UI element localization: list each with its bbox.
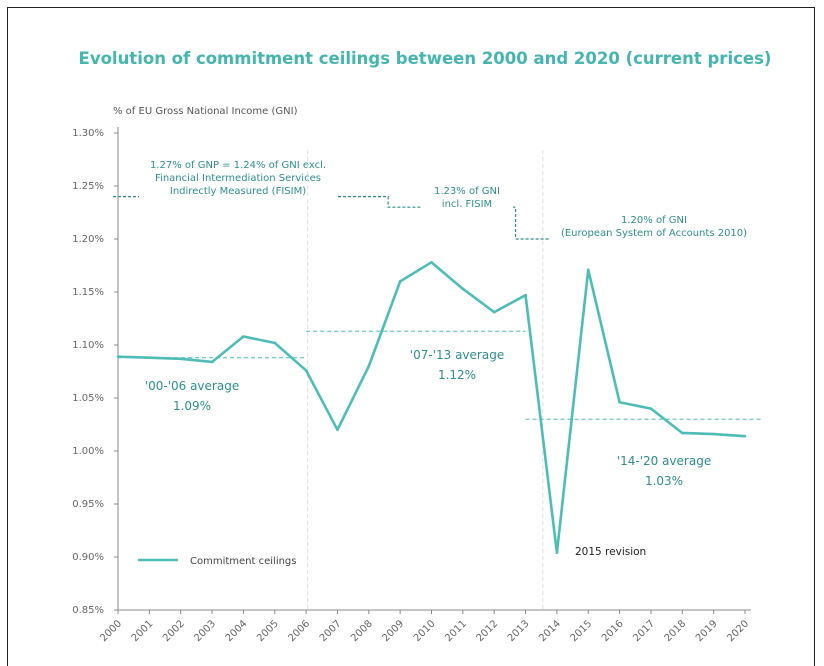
data-point-2020 [743, 434, 747, 438]
x-tick-label: 2004 [224, 618, 250, 644]
period-dividers [307, 150, 544, 610]
data-point-2008 [367, 364, 371, 368]
average-value: 1.12% [438, 368, 476, 382]
x-tick-label: 2005 [255, 618, 281, 644]
x-tick-label: 2017 [631, 618, 657, 644]
y-tick-label: 1.15% [72, 287, 104, 298]
annotation-layer: 2015 revision [575, 546, 646, 558]
average-label: '00-'06 average [145, 379, 239, 393]
data-point-2015 [586, 268, 590, 272]
ceiling-label: 1.23% of GNI [434, 186, 500, 197]
average-label: '07-'13 average [410, 348, 504, 362]
data-point-2003 [210, 360, 214, 364]
x-tick-label: 2013 [506, 618, 532, 644]
legend: Commitment ceilings [138, 556, 297, 567]
data-point-2005 [273, 341, 277, 345]
y-tick-label: 1.30% [72, 128, 104, 139]
x-tick-label: 2008 [349, 618, 375, 644]
data-point-2010 [430, 261, 433, 264]
data-point-2000 [116, 355, 120, 358]
legend-label: Commitment ceilings [190, 556, 297, 567]
x-tick-label: 2010 [412, 618, 438, 644]
data-point-2014 [555, 551, 559, 555]
data-point-2018 [681, 431, 684, 435]
y-tick-label: 1.00% [72, 446, 104, 457]
x-tick-label: 2007 [318, 618, 344, 644]
ceiling-label: (European System of Accounts 2010) [561, 228, 747, 239]
average-layer: '00-'06 average 1.09% '07-'13 average 1.12%… [118, 330, 762, 488]
ceiling-label-background [139, 157, 337, 202]
ceiling-label: 1.20% of GNI [621, 215, 687, 226]
x-tick-label: 2019 [694, 618, 720, 644]
data-point-2001 [148, 356, 151, 360]
y-tick-label: 1.25% [72, 181, 104, 192]
x-tick-label: 2009 [380, 618, 406, 644]
chart-title: Evolution of commitment ceilings between… [79, 49, 772, 68]
data-point-2012 [492, 310, 496, 314]
x-tick-label: 2015 [569, 618, 595, 644]
x-tick-label: 2020 [725, 618, 751, 644]
x-tick-label: 2014 [537, 618, 563, 644]
x-tick-label: 2002 [161, 618, 187, 644]
y-tick-label: 1.10% [72, 340, 104, 351]
series-layer [116, 261, 747, 555]
x-tick-label: 2018 [663, 618, 689, 644]
data-point-2006 [304, 369, 308, 372]
data-point-2017 [649, 407, 653, 410]
y-axis-label: % of EU Gross National Income (GNI) [113, 106, 298, 117]
ceiling-label: Indirectly Measured (FISIM) [170, 186, 306, 197]
data-point-2009 [398, 280, 402, 283]
data-point-2019 [712, 432, 715, 436]
data-point-2013 [524, 293, 527, 297]
y-tick-label: 0.90% [72, 552, 104, 563]
data-point-2002 [179, 357, 182, 361]
ceiling-label: incl. FISIM [442, 199, 492, 210]
revision-label: 2015 revision [575, 546, 646, 558]
x-tick-label: 2016 [600, 618, 626, 644]
data-point-2007 [336, 428, 339, 432]
data-point-2016 [618, 400, 621, 404]
ceiling-layer: 1.27% of GNP = 1.24% of GNI excl. Financi… [113, 157, 759, 244]
x-tick-label: 2003 [192, 618, 218, 644]
ceiling-label: 1.27% of GNP = 1.24% of GNI excl. [150, 160, 326, 171]
x-tick-label: 2006 [286, 618, 312, 644]
chart-frame [7, 7, 815, 666]
y-tick-label: 0.85% [72, 605, 104, 616]
ceiling-label-background [549, 212, 759, 244]
x-tick-label: 2011 [443, 618, 469, 644]
x-tick-label: 2012 [475, 618, 501, 644]
x-tick-label: 2001 [130, 618, 156, 644]
y-tick-label: 0.95% [72, 499, 104, 510]
y-tick-label: 1.20% [72, 234, 104, 245]
y-tick-label: 1.05% [72, 393, 104, 404]
average-value: 1.09% [173, 399, 211, 413]
data-point-2004 [242, 335, 245, 338]
data-point-2011 [461, 287, 465, 291]
ceiling-label-background [421, 183, 513, 215]
x-tick-label: 2000 [98, 618, 124, 644]
average-label: '14-'20 average [617, 454, 711, 468]
average-value: 1.03% [645, 474, 683, 488]
ceiling-label: Financial Intermediation Services [155, 173, 321, 184]
